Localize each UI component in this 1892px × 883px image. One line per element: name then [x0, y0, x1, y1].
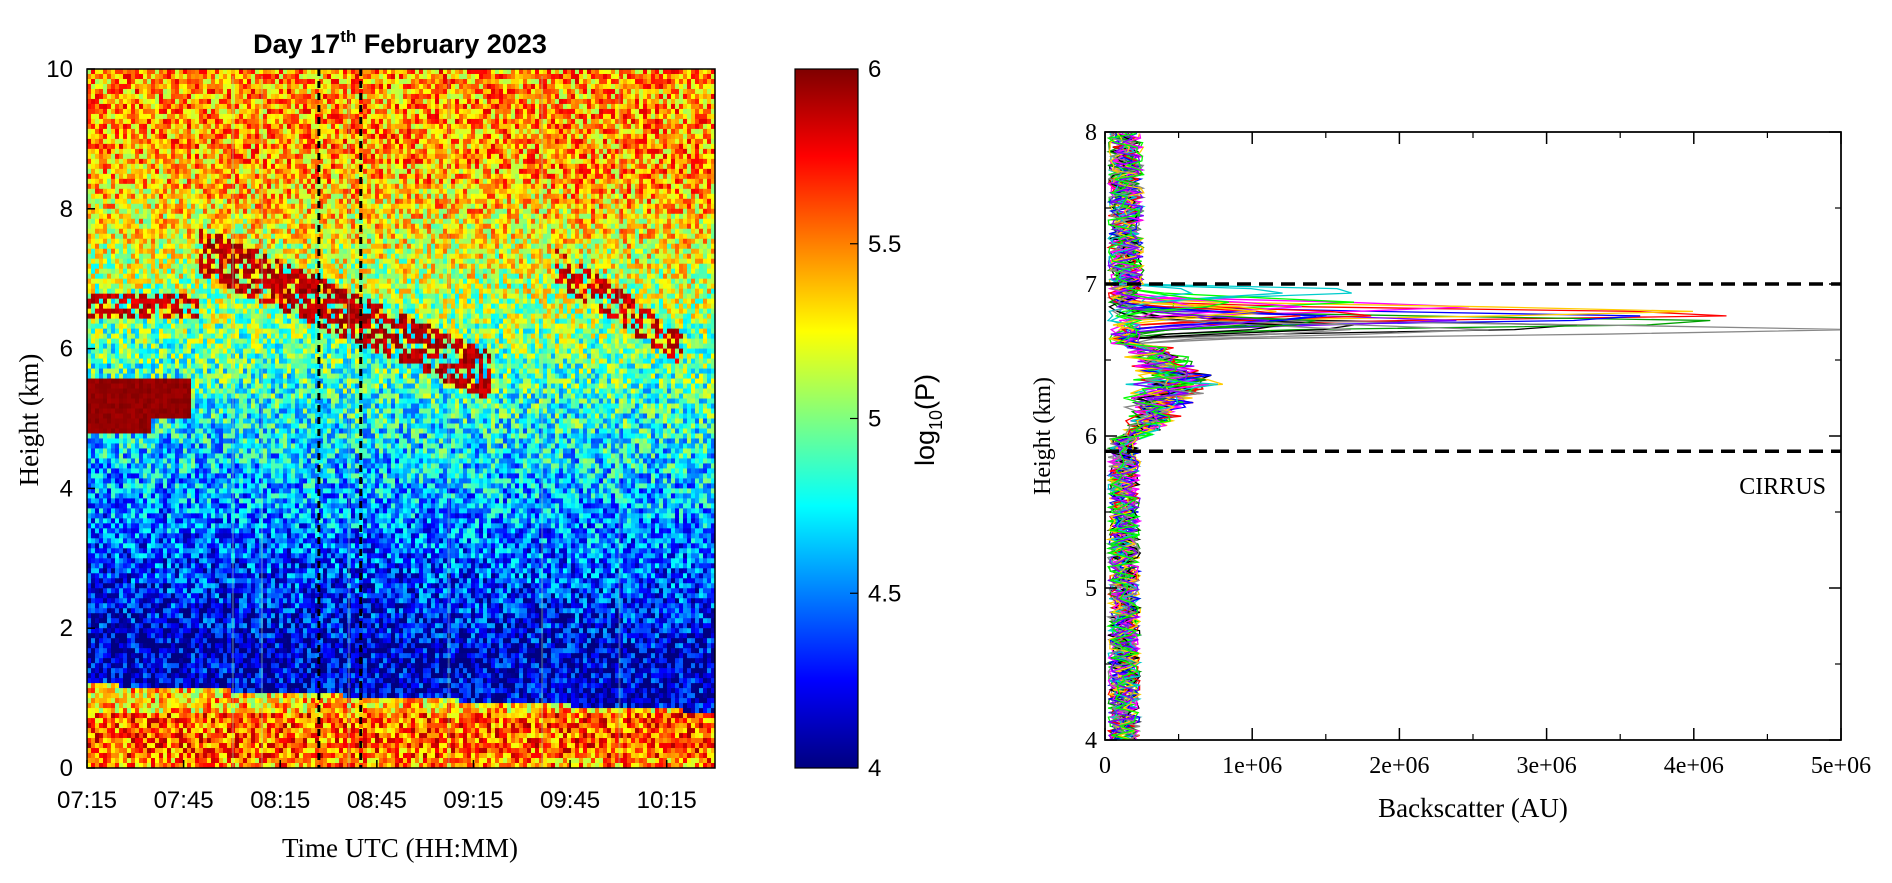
cirrus-annotation: CIRRUS: [1739, 474, 1826, 500]
heatmap-x-tick-label: 09:15: [443, 787, 503, 814]
colorbar-tick-label: 4.5: [868, 580, 901, 607]
profile-y-tick-label: 4: [1085, 728, 1097, 754]
heatmap-y-tick-label: 6: [60, 336, 73, 363]
heatmap-y-axis: 0 2 4 6 8 10: [46, 56, 95, 782]
heatmap-x-axis-label: Time UTC (HH:MM): [282, 833, 518, 863]
profile-frame: [1104, 131, 1842, 741]
profile-y-axis-label: Height (km): [1030, 377, 1056, 495]
heatmap-title: Day 17th February 2023: [253, 27, 547, 59]
profile-x-tick-label: 2e+06: [1369, 753, 1429, 779]
heatmap-x-tick-label: 08:15: [250, 787, 310, 814]
heatmap-panel: Day 17th February 2023 0 2 4 6 8 10 07:15 07:4…: [14, 27, 946, 863]
profile-x-tick-label: 1e+06: [1222, 753, 1282, 779]
profile-x-axis: 0 1e+06 2e+06 3e+06 4e+06 5e+06: [1099, 132, 1871, 779]
profile-y-tick-label: 6: [1085, 424, 1097, 450]
heatmap-dashed-markers: [317, 69, 363, 768]
backscatter-profile: [1107, 132, 1283, 740]
profile-y-axis: 4 5 6 7 8: [1085, 120, 1841, 754]
heatmap-y-tick-label: 2: [60, 615, 73, 642]
heatmap-x-tick-label: 08:45: [347, 787, 407, 814]
heatmap-x-tick-label: 10:15: [637, 787, 697, 814]
profile-x-axis-label: Backscatter (AU): [1378, 793, 1568, 823]
profile-y-tick-label: 5: [1085, 576, 1097, 602]
profile-y-tick-label: 8: [1085, 120, 1097, 146]
colorbar-tick-label: 5.5: [868, 231, 901, 258]
profile-plot-area: [1105, 132, 1841, 740]
profile-x-tick-label: 5e+06: [1811, 753, 1871, 779]
heatmap-y-tick-label: 0: [60, 755, 73, 782]
colorbar-label: log10(P): [910, 374, 946, 466]
colorbar-gradient: [794, 68, 859, 769]
colorbar-tick-label: 6: [868, 56, 881, 83]
profile-x-tick-label: 0: [1099, 753, 1111, 779]
colorbar-ticks: 4 4.5 5 5.5 6: [850, 56, 901, 782]
colorbar: 4 4.5 5 5.5 6 log10(P): [794, 56, 946, 782]
colorbar-tick-label: 5: [868, 406, 881, 433]
profile-x-tick-label: 3e+06: [1517, 753, 1577, 779]
heatmap-y-tick-label: 8: [60, 196, 73, 223]
heatmap-x-tick-label: 09:45: [540, 787, 600, 814]
heatmap-x-tick-label: 07:15: [57, 787, 117, 814]
heatmap-y-tick-label: 10: [46, 56, 73, 83]
colorbar-tick-label: 4: [868, 755, 881, 782]
backscatter-profile: [1106, 132, 1229, 740]
heatmap-x-tick-label: 07:45: [154, 787, 214, 814]
heatmap-y-tick-label: 4: [60, 475, 73, 502]
profile-dashed-markers: [1105, 282, 1841, 453]
heatmap-x-axis: 07:15 07:45 08:15 08:45 09:15 09:45 10:15: [57, 760, 697, 814]
heatmap-frame: [86, 68, 716, 769]
heatmap-plot-area: [87, 69, 715, 768]
profile-y-tick-label: 7: [1085, 272, 1097, 298]
heatmap-y-axis-label: Height (km): [14, 354, 44, 487]
profile-x-tick-label: 4e+06: [1664, 753, 1724, 779]
